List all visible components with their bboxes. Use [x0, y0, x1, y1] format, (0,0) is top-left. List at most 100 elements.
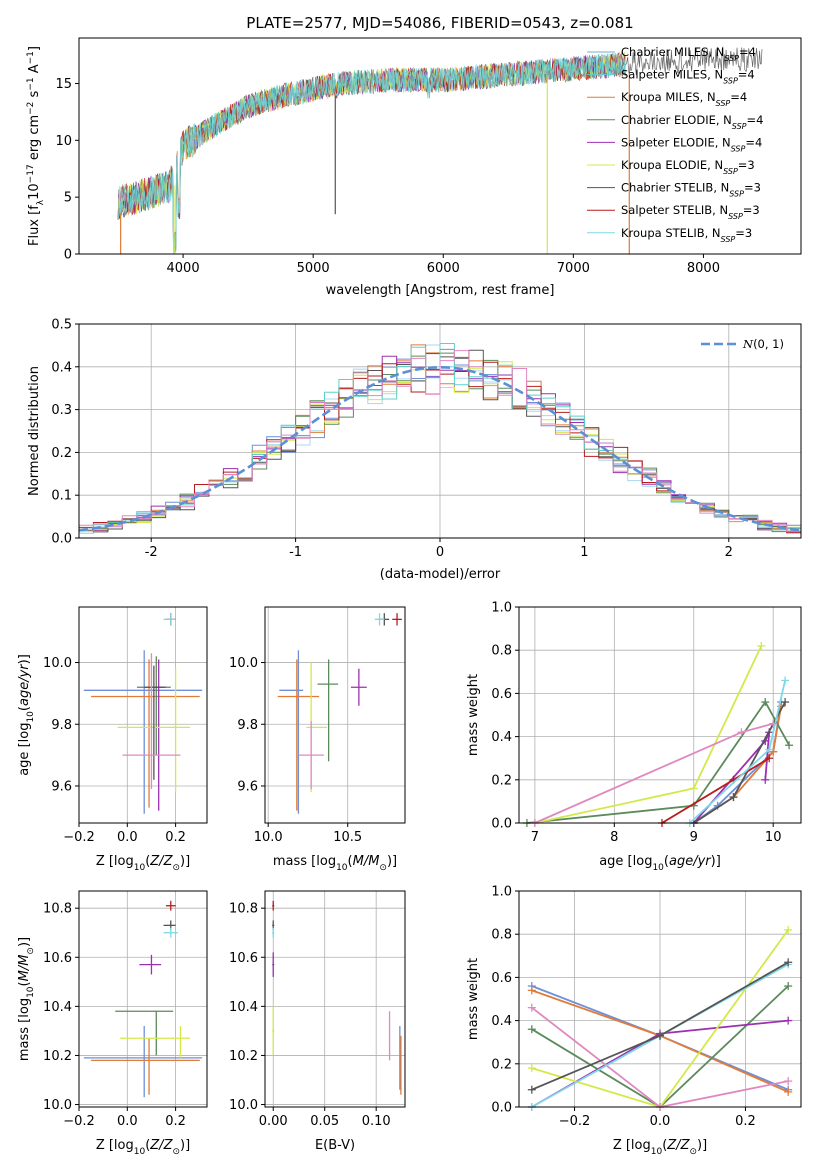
- y-tick-label: 9.8: [237, 718, 258, 733]
- y-tick-label: 0: [64, 248, 72, 263]
- legend-entry: Chabrier ELODIE, NSSP=4: [621, 113, 763, 131]
- axes-frame: [78, 323, 802, 539]
- y-tick-label: 0.0: [491, 817, 512, 832]
- axes-frame: [264, 890, 406, 1108]
- normal-reference-curve: [78, 365, 802, 532]
- x-axis-label: age [log10(age/yr)]: [599, 854, 721, 873]
- x-tick-label: 5000: [297, 261, 330, 276]
- legend-entry-normal: N(0, 1): [742, 337, 784, 351]
- axes-frame: [78, 37, 802, 255]
- x-tick-label: 10.5: [333, 830, 362, 845]
- x-tick-label: 6000: [427, 261, 460, 276]
- x-axis-label: Z [log10(Z/Z⊙)]: [96, 1138, 190, 1157]
- spectrum-line: [117, 53, 626, 253]
- legend-entry: Chabrier MILES, NSSP=4: [621, 45, 756, 63]
- axes-frame: [78, 890, 208, 1108]
- x-axis-label: E(B-V): [315, 1138, 355, 1153]
- y-tick-label: 0.4: [51, 360, 72, 375]
- y-tick-label: 0.2: [491, 773, 512, 788]
- x-tick-label: 0.2: [165, 1114, 186, 1129]
- y-axis-label: Flux [fλ10−17 erg cm−2 s−1 A−1]: [26, 46, 46, 246]
- y-tick-label: 0.6: [491, 687, 512, 702]
- x-tick-label: −0.2: [63, 1114, 95, 1129]
- y-tick-label: 10.4: [43, 1000, 72, 1015]
- y-tick-label: 9.8: [51, 718, 72, 733]
- weight-line: [693, 701, 786, 824]
- x-tick-label: 0.0: [650, 1114, 671, 1129]
- y-tick-label: 10.0: [43, 656, 72, 671]
- spectrum-panel: 4000 5000 6000 7000 8000 0 5 10 15 Chabrier MILES…: [26, 37, 802, 298]
- x-tick-label: -1: [289, 545, 302, 560]
- x-tick-label: 2: [725, 545, 733, 560]
- y-tick-label: 10.6: [43, 951, 72, 966]
- x-tick-label: 8: [610, 830, 618, 845]
- age-vs-mass-panel: 10.0 10.5 9.6 9.8 10.0 mass [log10(M/M⊙)]: [229, 606, 406, 873]
- y-tick-label: 10.8: [43, 902, 72, 917]
- y-tick-label: 10.0: [229, 1098, 258, 1113]
- y-tick-label: 10.4: [229, 1000, 258, 1015]
- x-tick-label: 4000: [167, 261, 200, 276]
- axes-frame: [518, 606, 802, 824]
- y-tick-label: 0.0: [51, 532, 72, 547]
- y-tick-label: 9.6: [237, 779, 258, 794]
- x-tick-label: 0: [436, 545, 444, 560]
- x-tick-label: 7000: [557, 261, 590, 276]
- x-tick-label: 0.0: [117, 1114, 138, 1129]
- figure-title: PLATE=2577, MJD=54086, FIBERID=0543, z=0…: [246, 14, 633, 32]
- y-tick-label: 15: [55, 77, 72, 92]
- x-axis-label: wavelength [Angstrom, rest frame]: [326, 283, 555, 298]
- legend-entry: Kroupa ELODIE, NSSP=3: [621, 158, 755, 176]
- weight-line: [693, 706, 782, 824]
- y-tick-label: 10.0: [43, 1098, 72, 1113]
- x-axis-label: Z [log10(Z/Z⊙)]: [613, 1138, 707, 1157]
- y-tick-label: 10.2: [229, 1049, 258, 1064]
- y-tick-label: 0.8: [491, 928, 512, 943]
- y-axis-label: age [log10(age/yr)]: [17, 654, 36, 776]
- y-tick-label: 0.5: [51, 318, 72, 333]
- x-tick-label: 0.2: [735, 1114, 756, 1129]
- legend-entry: Kroupa STELIB, NSSP=3: [621, 226, 752, 244]
- x-tick-label: -2: [145, 545, 158, 560]
- y-tick-label: 0.8: [491, 644, 512, 659]
- y-tick-label: 10.6: [229, 951, 258, 966]
- legend-entry: Salpeter ELODIE, NSSP=4: [621, 135, 762, 153]
- y-axis-label: Normed distribution: [27, 366, 42, 496]
- y-tick-label: 0.2: [51, 446, 72, 461]
- x-tick-label: 10: [765, 830, 782, 845]
- y-tick-label: 5: [64, 191, 72, 206]
- x-tick-label: 8000: [687, 261, 720, 276]
- axes-frame: [518, 890, 802, 1108]
- x-axis-label: (data-model)/error: [380, 567, 501, 582]
- x-tick-label: 0.0: [117, 830, 138, 845]
- y-tick-label: 0.4: [491, 1014, 512, 1029]
- y-tick-label: 0.3: [51, 403, 72, 418]
- x-tick-label: 1: [580, 545, 588, 560]
- x-tick-label: 7: [531, 830, 539, 845]
- axes-frame: [78, 606, 208, 824]
- x-tick-label: 0.2: [165, 830, 186, 845]
- x-tick-label: 10.0: [254, 830, 283, 845]
- y-tick-label: 9.6: [51, 779, 72, 794]
- y-tick-label: 1.0: [491, 885, 512, 900]
- legend-entry: Salpeter STELIB, NSSP=3: [621, 203, 760, 221]
- y-tick-label: 10.2: [43, 1049, 72, 1064]
- y-tick-label: 10.8: [229, 902, 258, 917]
- age-vs-Z-panel: −0.2 0.0 0.2 9.6 9.8 10.0 Z [log10(Z/Z⊙)] age […: [17, 606, 208, 873]
- axes-frame: [264, 606, 406, 824]
- y-tick-label: 0.2: [491, 1057, 512, 1072]
- residual-panel: -2 -1 0 1 2 0.0 0.1 0.2 0.3 0.4 0.5 N(0, 1) (data-mo…: [27, 318, 802, 582]
- y-tick-label: 10.0: [229, 656, 258, 671]
- x-tick-label: −0.2: [559, 1114, 591, 1129]
- legend-entry: Kroupa MILES, NSSP=4: [621, 90, 747, 108]
- mass-vs-ebv-panel: 0.00 0.05 0.10 10.0 10.2 10.4 10.6 10.8 E(B-V): [229, 890, 406, 1153]
- x-tick-label: 9: [690, 830, 698, 845]
- mass-weight-vs-age-panel: 7 8 9 10 0.0 0.2 0.4 0.6 0.8 1.0 age [log10(age/yr…: [466, 601, 802, 873]
- x-axis-label: Z [log10(Z/Z⊙)]: [96, 854, 190, 873]
- histogram-step: [79, 350, 801, 534]
- y-tick-label: 0.1: [51, 489, 72, 504]
- x-tick-label: 0.10: [362, 1114, 391, 1129]
- y-tick-label: 0.4: [491, 730, 512, 745]
- x-tick-label: −0.2: [63, 830, 95, 845]
- weight-line: [661, 757, 770, 824]
